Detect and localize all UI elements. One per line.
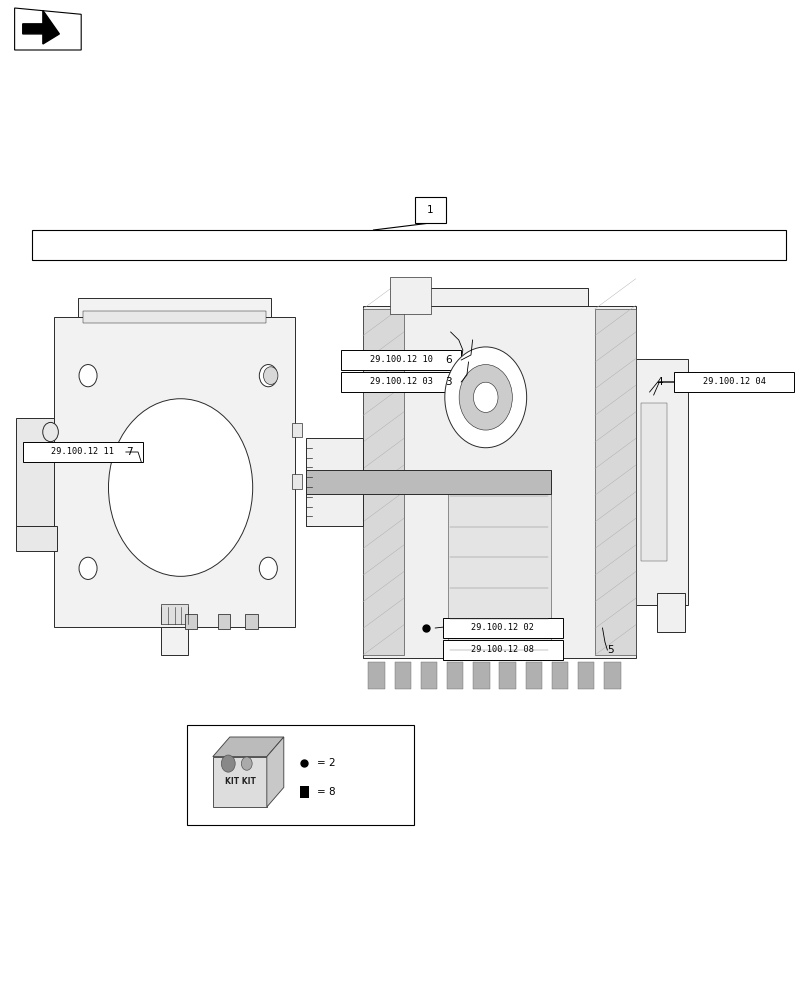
FancyBboxPatch shape: [499, 662, 515, 689]
FancyBboxPatch shape: [292, 474, 302, 489]
FancyBboxPatch shape: [161, 627, 187, 655]
Text: 29.100.12 03: 29.100.12 03: [369, 377, 432, 386]
FancyBboxPatch shape: [363, 309, 403, 655]
Text: 29.100.12 08: 29.100.12 08: [470, 646, 534, 654]
FancyBboxPatch shape: [341, 372, 461, 392]
FancyBboxPatch shape: [245, 614, 257, 629]
Text: 3: 3: [444, 377, 451, 387]
FancyBboxPatch shape: [341, 350, 461, 370]
FancyBboxPatch shape: [299, 786, 309, 798]
Text: 29.100.12 04: 29.100.12 04: [702, 377, 765, 386]
FancyBboxPatch shape: [185, 614, 197, 629]
Circle shape: [43, 422, 58, 442]
FancyBboxPatch shape: [442, 640, 562, 660]
Text: 7: 7: [126, 447, 132, 457]
FancyBboxPatch shape: [473, 662, 489, 689]
FancyBboxPatch shape: [394, 662, 410, 689]
Polygon shape: [23, 10, 59, 44]
Text: 4: 4: [655, 377, 662, 387]
FancyBboxPatch shape: [414, 197, 445, 223]
Text: 29.100.12 10: 29.100.12 10: [369, 356, 432, 364]
Circle shape: [458, 365, 512, 430]
Text: 29.100.12 02: 29.100.12 02: [470, 624, 534, 633]
FancyBboxPatch shape: [32, 230, 785, 260]
FancyBboxPatch shape: [16, 526, 58, 551]
FancyBboxPatch shape: [161, 604, 187, 624]
FancyBboxPatch shape: [603, 662, 620, 689]
FancyBboxPatch shape: [525, 662, 541, 689]
Circle shape: [109, 399, 252, 576]
Circle shape: [264, 367, 277, 385]
Circle shape: [444, 347, 526, 448]
Circle shape: [473, 382, 497, 412]
FancyBboxPatch shape: [594, 309, 635, 655]
Polygon shape: [15, 8, 81, 50]
Text: 1: 1: [427, 205, 433, 215]
FancyBboxPatch shape: [390, 277, 431, 314]
FancyBboxPatch shape: [217, 614, 230, 629]
FancyBboxPatch shape: [446, 662, 463, 689]
Circle shape: [259, 365, 277, 387]
FancyBboxPatch shape: [447, 470, 551, 655]
Polygon shape: [267, 737, 284, 807]
FancyBboxPatch shape: [635, 359, 687, 605]
FancyBboxPatch shape: [656, 593, 684, 632]
Circle shape: [241, 757, 252, 770]
Polygon shape: [212, 737, 284, 757]
Text: 5: 5: [607, 645, 613, 655]
FancyBboxPatch shape: [79, 298, 270, 317]
Circle shape: [259, 557, 277, 579]
Text: KIT KIT: KIT KIT: [225, 777, 255, 786]
FancyBboxPatch shape: [305, 470, 551, 494]
Text: = 2: = 2: [317, 758, 336, 768]
Circle shape: [221, 755, 235, 772]
FancyBboxPatch shape: [23, 442, 143, 462]
FancyBboxPatch shape: [54, 317, 294, 627]
FancyBboxPatch shape: [292, 423, 302, 437]
FancyBboxPatch shape: [305, 438, 363, 526]
FancyBboxPatch shape: [187, 725, 414, 825]
FancyBboxPatch shape: [640, 403, 666, 561]
FancyBboxPatch shape: [410, 288, 587, 306]
Text: 29.100.12 11: 29.100.12 11: [51, 448, 114, 456]
FancyBboxPatch shape: [673, 372, 793, 392]
FancyBboxPatch shape: [16, 418, 54, 526]
FancyBboxPatch shape: [551, 662, 568, 689]
FancyBboxPatch shape: [84, 311, 265, 323]
FancyBboxPatch shape: [212, 757, 267, 807]
Text: = 8: = 8: [317, 787, 336, 797]
FancyBboxPatch shape: [363, 306, 635, 658]
FancyBboxPatch shape: [368, 662, 384, 689]
Text: 6: 6: [444, 355, 451, 365]
Circle shape: [79, 557, 97, 579]
FancyBboxPatch shape: [577, 662, 594, 689]
FancyBboxPatch shape: [420, 662, 436, 689]
Circle shape: [79, 365, 97, 387]
FancyBboxPatch shape: [442, 618, 562, 638]
